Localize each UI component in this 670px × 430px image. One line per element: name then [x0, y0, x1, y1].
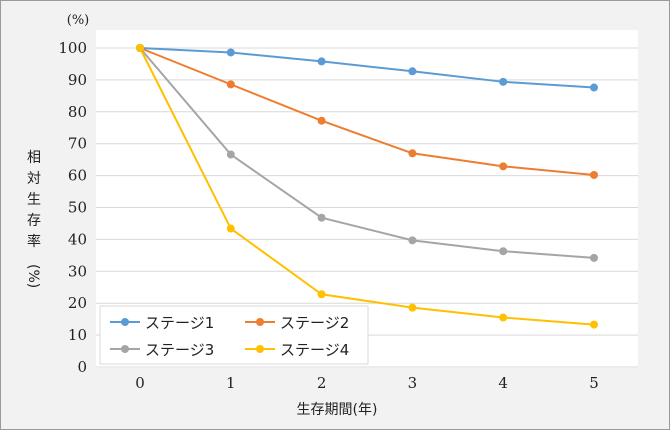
data-point-s3-1	[226, 150, 235, 159]
data-point-s1-3	[408, 67, 417, 76]
data-point-s2-1	[226, 80, 235, 89]
x-tick-label: 2	[317, 374, 327, 392]
legend-marker-4	[256, 345, 264, 353]
y-title-char-2: 生	[27, 192, 41, 208]
y-tick-label: 80	[68, 103, 87, 121]
x-tick-label: 1	[226, 374, 236, 392]
y-tick-label: 60	[68, 167, 87, 185]
legend-label-4: ステージ4	[280, 341, 349, 359]
x-axis-title: 生存期間(年)	[297, 402, 378, 418]
data-point-s3-2	[317, 213, 326, 222]
series-line-2	[139, 47, 595, 176]
y-title-char-3: 存	[27, 213, 41, 229]
series-line-4	[139, 47, 595, 326]
series-group	[136, 44, 598, 329]
y-unit-label: (%)	[67, 13, 90, 28]
data-point-s4-1	[226, 224, 235, 233]
data-point-s4-3	[408, 303, 417, 312]
x-tick-label: 3	[408, 374, 418, 392]
x-tick-label: 5	[589, 374, 599, 392]
y-tick-label: 100	[58, 39, 87, 57]
y-tick-labels: 0 10 20 30 40 50 60 70 80 90 100	[58, 39, 87, 376]
y-title-char-0: 相	[27, 150, 41, 166]
data-point-s3-3	[408, 236, 417, 245]
y-tick-label: 10	[68, 326, 87, 344]
y-tick-label: 70	[68, 135, 87, 153]
y-title-char-1: 対	[27, 171, 41, 187]
x-tick-label: 4	[498, 374, 508, 392]
data-point-s3-5	[590, 253, 598, 262]
legend-marker-3	[121, 345, 129, 353]
data-point-s4-0	[136, 44, 144, 52]
legend: ステージ1 ステージ2 ステージ3 ステージ4	[99, 305, 369, 365]
y-tick-label: 40	[68, 230, 87, 248]
legend-marker-2	[256, 318, 264, 326]
series-line-1	[139, 47, 595, 89]
legend-box	[99, 305, 369, 365]
data-point-s3-4	[499, 247, 508, 256]
x-tick-labels: 0 1 2 3 4 5	[135, 374, 599, 392]
y-axis-title: 相 対 生 存 率 (%)	[25, 150, 41, 288]
data-point-s1-5	[590, 83, 598, 92]
legend-marker-1	[121, 318, 129, 326]
data-point-s1-4	[499, 77, 508, 86]
data-point-s2-2	[317, 116, 326, 125]
y-title-char-4: 率	[27, 233, 41, 250]
legend-label-1: ステージ1	[145, 314, 214, 332]
y-tick-label: 50	[68, 199, 87, 217]
data-point-s4-4	[499, 313, 508, 322]
x-tick-label: 0	[135, 374, 145, 392]
y-tick-label: 30	[68, 262, 87, 280]
y-tick-label: 90	[68, 71, 87, 89]
grid	[96, 47, 638, 368]
data-point-s1-2	[317, 57, 326, 66]
y-title-unit: (%)	[25, 264, 41, 288]
data-point-s4-2	[317, 290, 326, 299]
data-point-s4-5	[590, 320, 598, 329]
series-line-3	[139, 47, 595, 259]
data-point-s2-5	[590, 170, 598, 179]
legend-label-2: ステージ2	[280, 314, 349, 332]
data-point-s1-1	[226, 48, 235, 57]
data-point-s2-4	[499, 162, 508, 171]
legend-label-3: ステージ3	[145, 341, 214, 359]
data-point-s2-3	[408, 149, 417, 158]
y-tick-label: 0	[77, 358, 87, 376]
y-tick-label: 20	[68, 294, 87, 312]
